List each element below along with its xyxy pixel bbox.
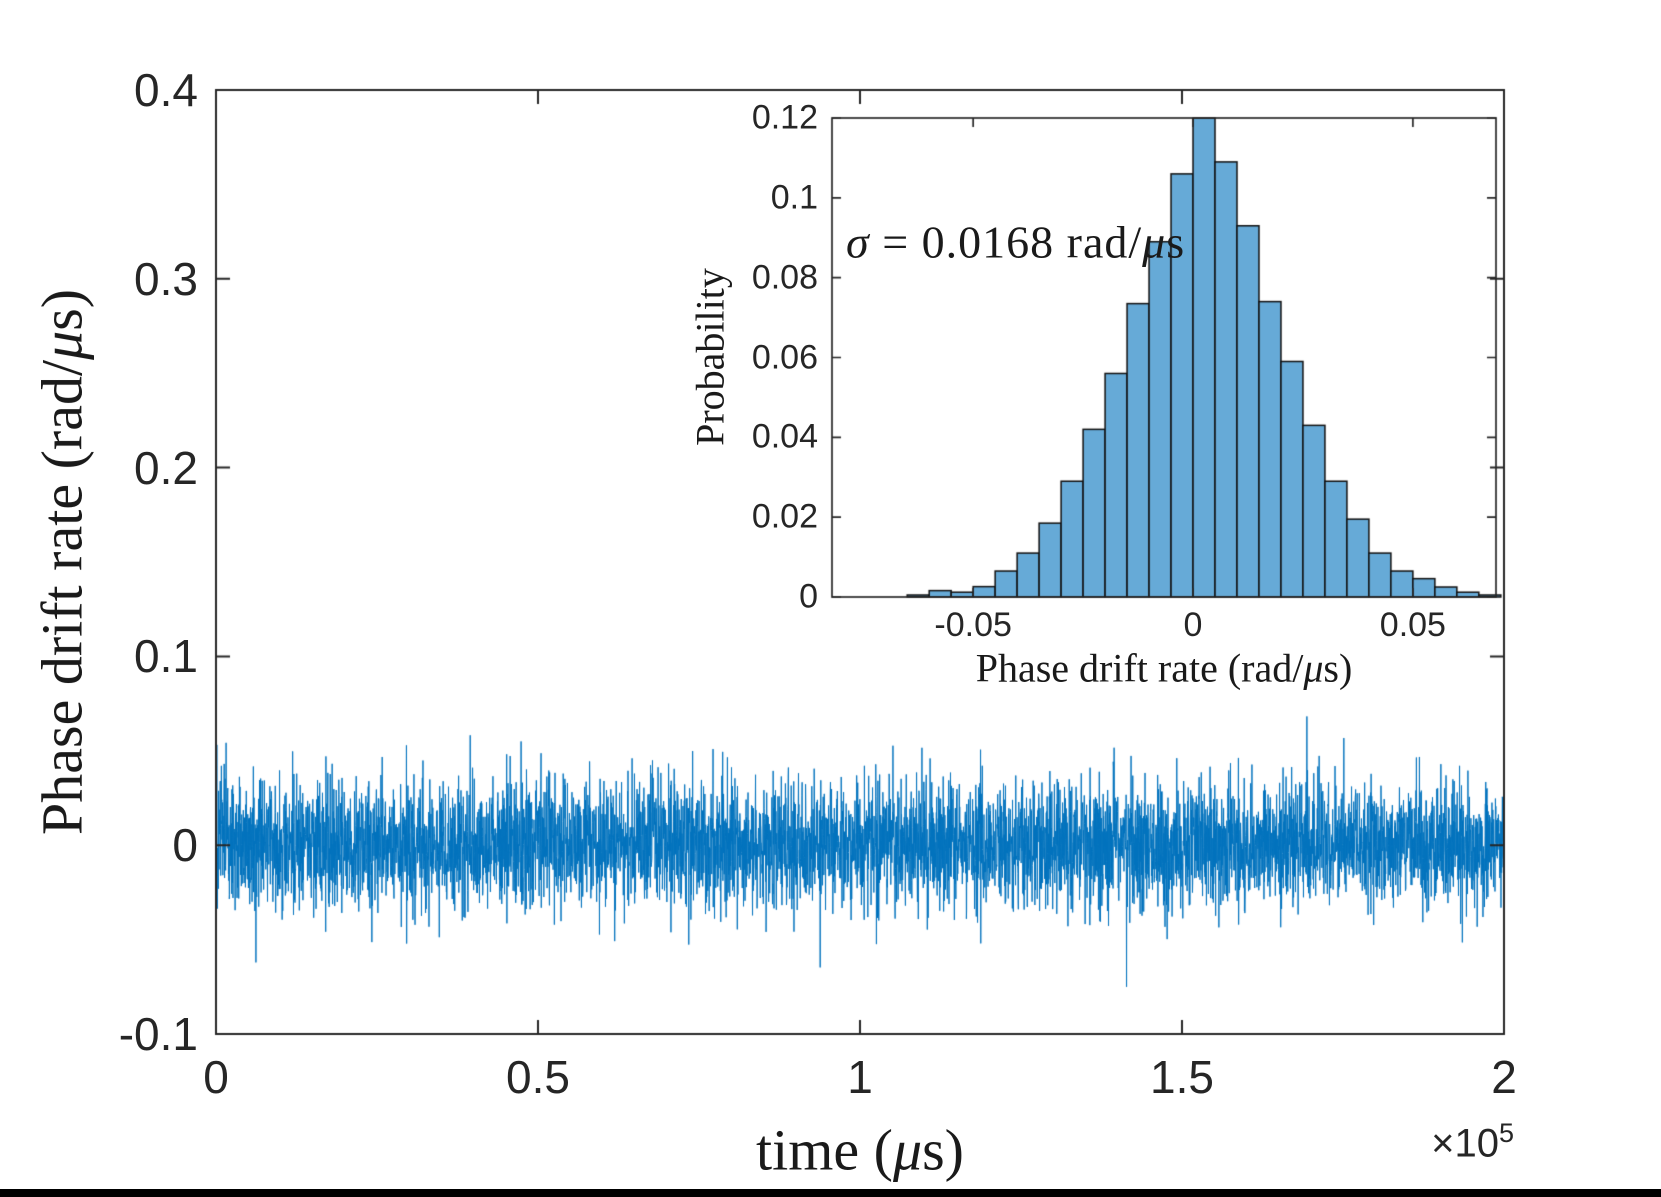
sigma-unit-close: s	[1166, 216, 1186, 268]
main-y-tick-label: 0	[172, 819, 198, 872]
inset-x-tick-label: -0.05	[934, 606, 1012, 644]
inset-x-axis-label-close: s)	[1323, 645, 1353, 691]
main-y-tick-label: -0.1	[118, 1008, 198, 1060]
bottom-border	[0, 1189, 1661, 1197]
inset-y-tick-label: 0.02	[751, 497, 818, 536]
main-x-axis-label-text: time (	[756, 1117, 893, 1183]
inset-y-tick-label: 0.04	[751, 417, 818, 456]
main-y-tick-label: 0.4	[134, 64, 198, 116]
exponent-power: 5	[1498, 1118, 1514, 1148]
sigma-annotation: σ = 0.0168 rad/μs	[846, 216, 1185, 269]
main-x-tick-label: 1.5	[1150, 1051, 1214, 1103]
inset-y-tick-label: 0	[799, 577, 818, 616]
main-y-axis-label-text: Phase drift rate (rad/	[29, 359, 95, 836]
inset-y-tick-label: 0.1	[770, 178, 818, 217]
inset-y-tick-label: 0.08	[751, 258, 818, 297]
main-y-axis-label-close: s)	[29, 288, 95, 331]
main-x-tick-label: 1	[847, 1051, 873, 1103]
main-x-tick-label: 0.5	[506, 1051, 570, 1103]
main-y-axis-label: Phase drift rate (rad/μs)	[29, 289, 96, 835]
inset-y-tick-label: 0.12	[751, 98, 818, 137]
main-y-tick-label: 0.3	[134, 252, 198, 305]
inset-x-tick-label: 0	[1183, 606, 1203, 644]
inset-x-axis-label: Phase drift rate (rad/μs)	[976, 645, 1353, 692]
mu-glyph: μ	[29, 330, 95, 360]
main-x-tick-label: 2	[1491, 1051, 1517, 1103]
main-x-tick-label: 0	[203, 1051, 229, 1103]
inset-x-axis-label-text: Phase drift rate (rad/	[975, 645, 1304, 691]
main-x-axis-label-close: s)	[922, 1117, 964, 1183]
mu-glyph: μ	[892, 1117, 923, 1183]
x-axis-exponent: ×105	[1431, 1118, 1514, 1166]
sigma-value: = 0.0168 rad/	[869, 216, 1143, 268]
inset-y-tick-label: 0.06	[751, 338, 818, 376]
inset-y-axis-label: Probability	[687, 268, 733, 446]
main-y-tick-label: 0.1	[134, 630, 198, 683]
mu-glyph: μ	[1303, 645, 1324, 691]
exponent-base: ×10	[1431, 1121, 1499, 1166]
sigma-glyph: σ	[846, 216, 870, 268]
main-x-axis-label: time (μs)	[756, 1117, 964, 1184]
mu-glyph: μ	[1142, 216, 1167, 268]
inset-x-tick-label: 0.05	[1379, 606, 1446, 644]
main-y-tick-label: 0.2	[134, 441, 198, 494]
